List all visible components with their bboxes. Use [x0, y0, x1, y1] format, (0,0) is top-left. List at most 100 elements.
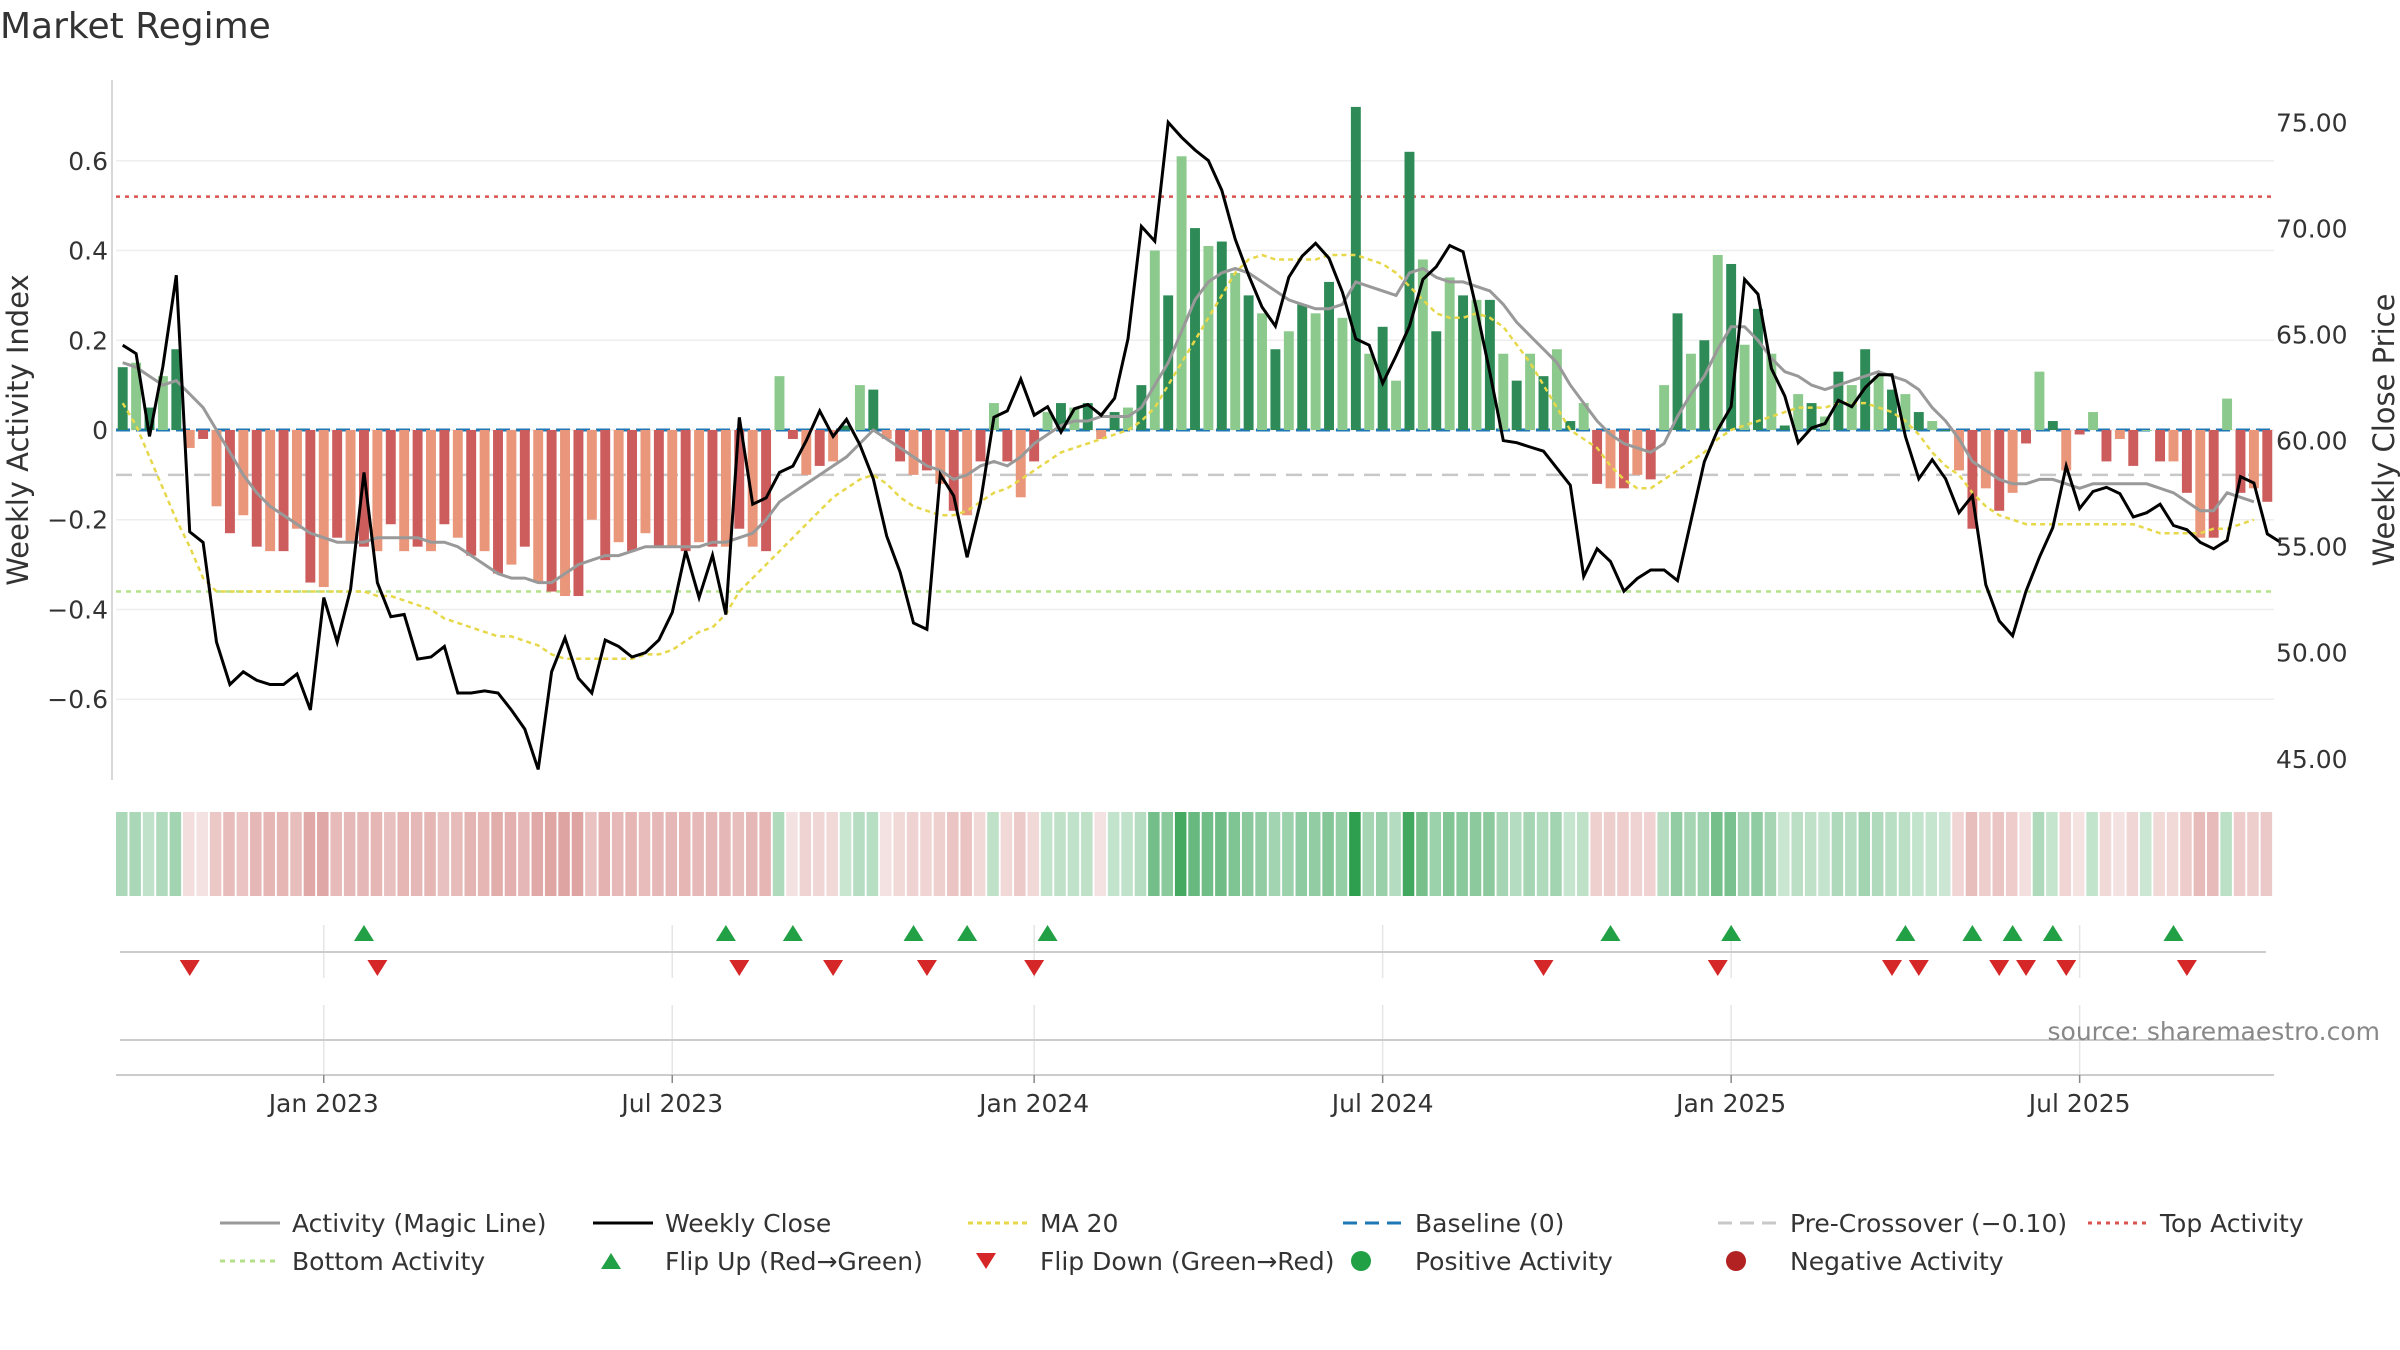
heat-cell [1577, 812, 1589, 896]
heat-cell [1831, 812, 1844, 896]
heat-cell [1188, 812, 1200, 896]
heat-cell [987, 812, 999, 896]
activity-bar [1752, 308, 1763, 430]
heat-cell [384, 812, 396, 896]
heat-cell [1590, 812, 1602, 896]
heat-cell [1402, 812, 1415, 896]
heat-cell [1952, 812, 1964, 896]
activity-bar [962, 430, 973, 516]
heat-cell [745, 812, 758, 896]
x-tick-label: Jan 2025 [1674, 1089, 1786, 1118]
activity-bar [291, 430, 302, 529]
activity-bar [787, 430, 798, 439]
activity-bar [1699, 340, 1710, 430]
heat-cell [290, 812, 302, 896]
heat-cell [692, 812, 704, 896]
heat-cell [1764, 812, 1777, 896]
activity-bar [251, 430, 262, 547]
activity-bar [868, 389, 879, 430]
activity-bar [935, 430, 946, 484]
x-tick-label: Jan 2023 [267, 1089, 379, 1118]
heat-cell [719, 812, 731, 896]
left-tick-label: −0.4 [47, 595, 108, 624]
activity-bar [2248, 430, 2259, 489]
activity-bar [1927, 421, 1938, 430]
heat-cell [1268, 812, 1281, 896]
heat-cell [826, 812, 838, 896]
heat-cell [1617, 812, 1629, 896]
left-axis-label: Weekly Activity Index [1, 274, 35, 585]
activity-bar [1793, 394, 1804, 430]
activity-bar [372, 430, 383, 552]
heat-cell [1912, 812, 1924, 896]
activity-bar [1109, 412, 1120, 430]
heat-cell [410, 812, 423, 896]
activity-bar [1565, 421, 1576, 430]
heat-cell [116, 812, 128, 896]
x-tick-label: Jul 2025 [2027, 1089, 2131, 1118]
heat-cell [504, 812, 517, 896]
activity-bar [1498, 353, 1509, 430]
activity-bar [2155, 430, 2166, 462]
heat-cell [1442, 812, 1455, 896]
activity-bar [399, 430, 410, 552]
heat-cell [1322, 812, 1334, 896]
activity-bar [533, 430, 544, 583]
activity-bar [1230, 272, 1241, 430]
activity-bar [1283, 331, 1294, 430]
heat-cell [1174, 812, 1187, 896]
legend-label: Negative Activity [1790, 1247, 2004, 1276]
heat-cell [2072, 812, 2085, 896]
heat-cell [906, 812, 919, 896]
activity-bar [814, 430, 825, 466]
heat-cell [518, 812, 530, 896]
activity-bar [412, 430, 423, 547]
activity-bar [1632, 430, 1643, 475]
right-axis-label: Weekly Close Price [2367, 294, 2400, 567]
heat-cell [1496, 812, 1509, 896]
activity-bar [1029, 430, 1040, 462]
x-axis-ticks: Jan 2023 Jul 2023 Jan 2024 Jul 2024 Jan 2025… [267, 1075, 2131, 1118]
heat-cell [2086, 812, 2098, 896]
activity-bar [466, 430, 477, 556]
heat-cell [370, 812, 383, 896]
activity-bar [640, 430, 651, 534]
heat-cell [1067, 812, 1080, 896]
flip-down-marker [2176, 960, 2197, 976]
activity-bar [1766, 353, 1777, 430]
x-tick-label: Jul 2024 [1330, 1089, 1434, 1118]
activity-bar [1511, 380, 1522, 430]
activity-bar [707, 430, 718, 547]
right-tick-label: 50.00 [2276, 639, 2348, 668]
legend-label: Flip Up (Red→Green) [665, 1247, 923, 1276]
heat-cell [2206, 812, 2219, 896]
activity-bar [385, 430, 396, 525]
heat-cell [1081, 812, 1093, 896]
activity-bar [1913, 412, 1924, 430]
activity-bar [359, 430, 369, 547]
activity-bar [1739, 344, 1750, 430]
flip-markers-panel [120, 925, 2266, 976]
heat-cell [585, 812, 597, 896]
flip-down-marker [916, 960, 937, 976]
heat-cell [2005, 812, 2018, 896]
heat-cell [2046, 812, 2058, 896]
legend-label: Flip Down (Green→Red) [1040, 1247, 1335, 1276]
heat-cell [1630, 812, 1643, 896]
activity-bar [1297, 304, 1308, 430]
activity-bar [2235, 430, 2246, 493]
activity-bar [1257, 313, 1267, 430]
heat-cell [2032, 812, 2045, 896]
activity-bar [720, 430, 731, 547]
heat-cell [2166, 812, 2179, 896]
activity-bar [1364, 353, 1375, 430]
heat-cell [1845, 812, 1857, 896]
heat-cell [156, 812, 168, 896]
heat-cell [1791, 812, 1803, 896]
heat-cell [1992, 812, 2005, 896]
heat-cell [1335, 812, 1348, 896]
activity-bar [2262, 430, 2273, 502]
heat-cell [2180, 812, 2192, 896]
activity-bar [171, 349, 182, 430]
